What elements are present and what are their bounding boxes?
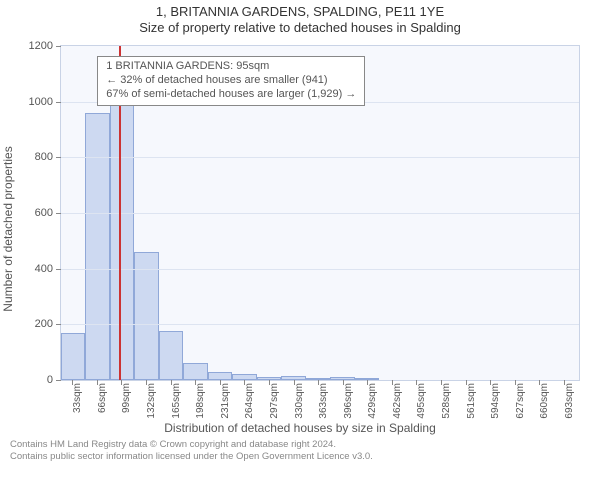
x-tick-label: 132sqm xyxy=(146,383,157,419)
x-tick-label: 627sqm xyxy=(515,383,526,419)
annotation-line: ← 32% of detached houses are smaller (94… xyxy=(106,74,356,88)
page-subtitle: Size of property relative to detached ho… xyxy=(0,20,600,35)
y-tick-label: 0 xyxy=(47,374,61,386)
y-axis-label: Number of detached properties xyxy=(1,146,15,311)
x-tick-label: 198sqm xyxy=(195,383,206,419)
footer-line-1: Contains HM Land Registry data © Crown c… xyxy=(10,439,590,451)
x-tick-label: 99sqm xyxy=(121,383,132,413)
page-title: 1, BRITANNIA GARDENS, SPALDING, PE11 1YE xyxy=(0,0,600,19)
x-tick-label: 264sqm xyxy=(244,383,255,419)
y-tick-label: 800 xyxy=(35,151,61,163)
annotation-line: 1 BRITANNIA GARDENS: 95sqm xyxy=(106,60,356,74)
x-tick-label: 231sqm xyxy=(220,383,231,419)
annotation-box: 1 BRITANNIA GARDENS: 95sqm← 32% of detac… xyxy=(97,56,365,106)
annotation-line: 67% of semi-detached houses are larger (… xyxy=(106,88,356,102)
histogram-bar xyxy=(183,363,207,380)
x-axis-label: Distribution of detached houses by size … xyxy=(0,421,600,435)
histogram-bar xyxy=(110,96,134,380)
y-tick-label: 400 xyxy=(35,263,61,275)
x-tick-label: 66sqm xyxy=(97,383,108,413)
y-tick-label: 600 xyxy=(35,207,61,219)
x-tick-label: 297sqm xyxy=(269,383,280,419)
gridline xyxy=(61,324,579,325)
x-tick-label: 594sqm xyxy=(490,383,501,419)
gridline xyxy=(61,157,579,158)
x-tick-label: 528sqm xyxy=(441,383,452,419)
x-tick-label: 396sqm xyxy=(343,383,354,419)
histogram-bar xyxy=(208,372,232,380)
histogram-bar xyxy=(134,252,158,380)
gridline xyxy=(61,269,579,270)
x-tick-label: 363sqm xyxy=(318,383,329,419)
x-tick-label: 693sqm xyxy=(564,383,575,419)
x-tick-label: 660sqm xyxy=(539,383,550,419)
x-tick-label: 462sqm xyxy=(392,383,403,419)
gridline xyxy=(61,213,579,214)
x-tick-label: 33sqm xyxy=(72,383,83,413)
histogram-bar xyxy=(159,331,183,380)
x-tick-label: 495sqm xyxy=(416,383,427,419)
plot-region: 0200400600800100012001 BRITANNIA GARDENS… xyxy=(60,45,580,381)
chart-area: Number of detached properties 0200400600… xyxy=(14,41,586,417)
x-tick-label: 165sqm xyxy=(171,383,182,419)
y-tick-label: 1000 xyxy=(29,96,61,108)
footer: Contains HM Land Registry data © Crown c… xyxy=(0,435,600,463)
x-tick-label: 429sqm xyxy=(367,383,378,419)
x-tick-label: 561sqm xyxy=(466,383,477,419)
y-tick-label: 200 xyxy=(35,318,61,330)
footer-line-2: Contains public sector information licen… xyxy=(10,451,590,463)
histogram-bar xyxy=(61,333,85,380)
y-tick-label: 1200 xyxy=(29,40,61,52)
x-ticks: 33sqm 66sqm 99sqm 132sqm 165sqm 198sqm 231sqm 2… xyxy=(60,381,580,417)
histogram-bar xyxy=(85,113,109,380)
x-tick-label: 330sqm xyxy=(294,383,305,419)
